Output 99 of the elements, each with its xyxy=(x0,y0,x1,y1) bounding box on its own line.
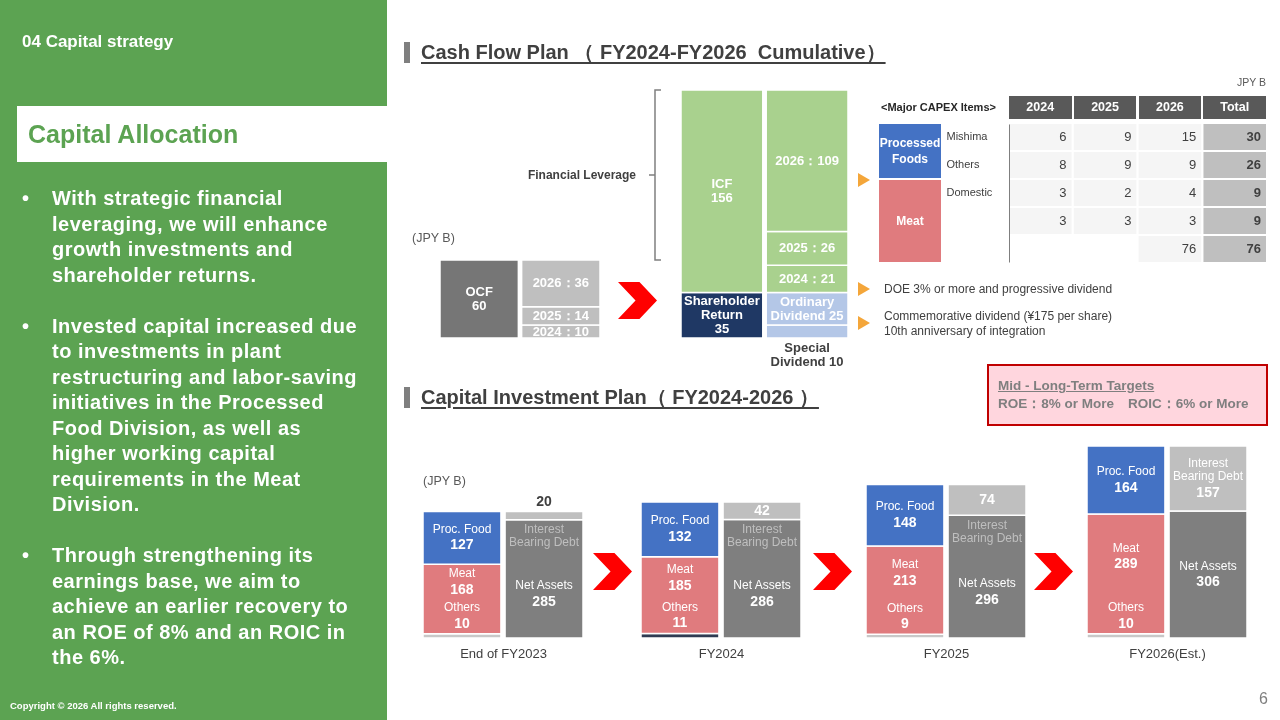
text: Copyright © 2026 All rights reserved. xyxy=(10,700,177,712)
callout-box: Mid - Long-Term Targets ROE：8% or More ROIC：6% or More xyxy=(987,364,1268,426)
text: Commemorative dividend (¥175 per share) 10th anniversary of integration xyxy=(884,309,1113,339)
data-label: 132 xyxy=(668,527,692,544)
x-axis-title: End of FY2023 xyxy=(460,645,547,661)
data-label: 76 xyxy=(1246,240,1261,256)
data-label: 168 xyxy=(450,580,474,597)
data-label: 3 xyxy=(1124,212,1132,228)
data-label: 2 xyxy=(1124,185,1132,200)
text: • With strategic financial leveraging, we will enhance growth investments and shareholder returns. xyxy=(22,186,329,288)
x-axis-title: FY2025 xyxy=(923,645,970,661)
series-label: Meat xyxy=(891,557,919,572)
data-label: 9 xyxy=(1188,157,1197,173)
series-label: Net Assets xyxy=(733,578,791,593)
text: 6 xyxy=(1259,689,1268,709)
data-label: 2024：10 xyxy=(532,323,590,339)
data-label: 8 xyxy=(1059,157,1067,173)
data-label: 9 xyxy=(1124,157,1132,173)
text: DOE 3% or more and progressive dividend xyxy=(884,282,1113,297)
data-label: 213 xyxy=(893,571,917,588)
data-label: 164 xyxy=(1114,478,1138,495)
table-header-cell: 2025 xyxy=(1073,96,1137,119)
data-label: 148 xyxy=(893,513,917,530)
y-tick-label: Mishima xyxy=(946,130,989,143)
data-label: 296 xyxy=(975,590,999,607)
series-label: Proc. Food xyxy=(875,499,935,514)
table-group-cell: Processed Foods xyxy=(879,124,941,178)
data-label: 2025：14 xyxy=(532,307,590,323)
data-label: 306 xyxy=(1196,573,1220,590)
data-label: Special Dividend 10 xyxy=(770,340,844,369)
data-label: 3 xyxy=(1188,212,1197,228)
data-label: 3 xyxy=(1059,212,1067,228)
data-label: 9 xyxy=(1253,212,1261,228)
text: JPY B xyxy=(1237,76,1266,89)
text: • Invested capital increased due to investments in plant restructuring and labor-saving initiatives in the Processed Food Division, as well as higher working capital requirements in the Meat Division. xyxy=(22,314,358,515)
data-label: 15 xyxy=(1181,129,1197,145)
data-label: 4 xyxy=(1188,185,1197,200)
data-label: 286 xyxy=(750,592,774,609)
table-header-cell: Total xyxy=(1203,96,1266,119)
series-label: Others xyxy=(1107,600,1144,615)
data-label: 11 xyxy=(672,614,688,631)
series-label: Meat xyxy=(448,566,476,581)
data-label: Ordinary Dividend 25 xyxy=(770,293,844,323)
data-label: 285 xyxy=(532,592,556,609)
chart-title: Capital Investment Plan（ FY2024-2026 ） xyxy=(421,385,819,409)
data-label: 42 xyxy=(754,501,771,518)
y-tick-label: Others xyxy=(946,158,981,171)
data-label: 20 xyxy=(536,492,553,509)
table-header-cell: 2026 xyxy=(1138,96,1202,119)
data-label: ICF 156 xyxy=(711,176,733,206)
data-label: 157 xyxy=(1196,483,1220,500)
y-tick-label: Domestic xyxy=(946,186,993,198)
series-label: Others xyxy=(661,599,698,614)
series-label: Meat xyxy=(1112,540,1140,555)
data-label: 127 xyxy=(450,536,474,553)
data-label: 76 xyxy=(1181,240,1197,256)
text: 04 Capital strategy xyxy=(22,31,174,53)
x-axis-title: FY2024 xyxy=(698,645,745,661)
x-axis-title: FY2026(Est.) xyxy=(1129,645,1206,661)
data-label: 9 xyxy=(1253,185,1261,200)
data-label: 9 xyxy=(1124,129,1132,145)
data-label: 26 xyxy=(1246,157,1261,173)
series-label: Meat xyxy=(666,562,694,577)
data-label: OCF 60 xyxy=(465,284,493,314)
series-label: Proc. Food xyxy=(650,513,710,528)
data-label: 10 xyxy=(454,614,470,631)
series-label: Others xyxy=(443,600,480,615)
text: • Through strengthening its earnings base, we aim to achieve an earlier recovery to an ROE of 8% and an ROIC in the 6%. xyxy=(22,543,350,670)
data-label: 3 xyxy=(1059,185,1067,200)
data-label: 2025：26 xyxy=(778,240,836,256)
data-label: 10 xyxy=(1118,614,1134,631)
y-axis-title: <Major CAPEX Items> xyxy=(881,100,996,115)
data-label: 30 xyxy=(1246,129,1261,145)
series-label: Interest Bearing Debt xyxy=(952,517,1023,545)
data-label: 2026：36 xyxy=(532,275,590,291)
data-label: 9 xyxy=(901,615,910,632)
table-header-cell: 2024 xyxy=(1009,96,1072,119)
y-axis-title: (JPY B) xyxy=(412,231,455,246)
series-label: Interest Bearing Debt xyxy=(509,522,580,550)
data-label: 289 xyxy=(1114,555,1138,572)
data-label: 6 xyxy=(1059,129,1067,145)
series-label: Net Assets xyxy=(515,578,573,593)
text: Financial Leverage xyxy=(527,167,636,184)
data-label: 74 xyxy=(979,490,996,507)
series-label: Proc. Food xyxy=(1096,464,1156,478)
text: Cash Flow Plan （ FY2024-FY2026 Cumulative） xyxy=(421,40,886,64)
data-label: 185 xyxy=(668,576,692,593)
table-group-cell: Meat xyxy=(879,179,941,262)
series-label: Interest Bearing Debt xyxy=(727,521,798,549)
data-label: 2024：21 xyxy=(778,270,836,286)
y-axis-title: (JPY B) xyxy=(423,474,466,489)
series-label: Proc. Food xyxy=(432,521,492,536)
series-label: Net Assets xyxy=(1179,558,1237,573)
series-label: Others xyxy=(886,600,923,615)
heading-box: Capital Allocation xyxy=(17,106,387,162)
series-label: Interest Bearing Debt xyxy=(1173,456,1244,484)
data-label: 2026：109 xyxy=(775,152,839,168)
series-label: Net Assets xyxy=(958,576,1016,591)
data-label: Shareholder Return 35 xyxy=(683,293,760,337)
